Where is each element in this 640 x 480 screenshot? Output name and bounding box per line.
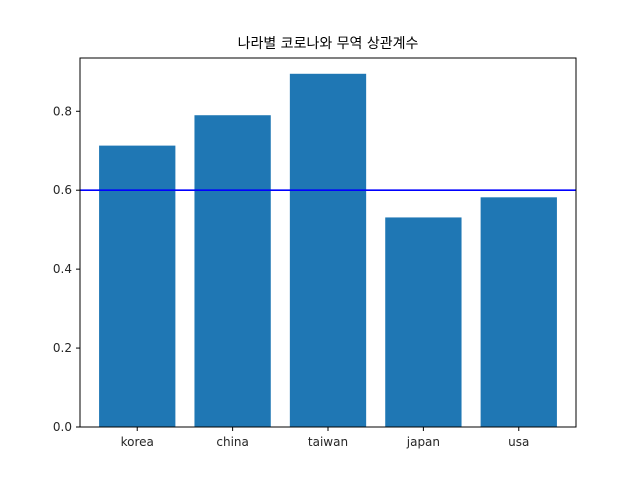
bar-usa xyxy=(480,197,557,427)
plot-frame xyxy=(79,57,577,428)
y-axis: 0.0 0.2 0.4 0.6 0.8 xyxy=(53,104,80,434)
y-tick-label: 0.0 xyxy=(53,420,72,434)
x-tick-label: china xyxy=(216,435,249,449)
bars-group xyxy=(99,73,557,427)
bar-taiwan xyxy=(289,73,367,427)
x-axis: korea china taiwan japan usa xyxy=(121,427,529,449)
bar-china xyxy=(194,115,271,427)
bar-japan xyxy=(385,217,462,427)
x-tick-label: japan xyxy=(406,435,440,449)
y-tick-label: 0.2 xyxy=(53,341,72,355)
y-tick-label: 0.8 xyxy=(53,104,72,118)
y-tick-label: 0.6 xyxy=(53,183,72,197)
bar-korea xyxy=(99,145,176,427)
x-tick-label: usa xyxy=(508,435,529,449)
chart-title: 나라별 코로나와 무역 상관계수 xyxy=(238,36,419,52)
x-tick-label: korea xyxy=(121,435,154,449)
x-tick-label: taiwan xyxy=(308,435,348,449)
y-tick-label: 0.4 xyxy=(53,262,72,276)
